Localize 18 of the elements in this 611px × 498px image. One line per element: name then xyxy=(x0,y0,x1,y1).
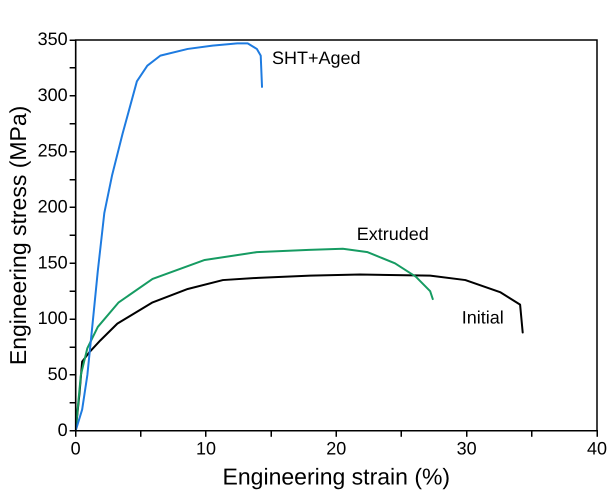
series-label: Extruded xyxy=(356,224,429,244)
y-tick-label: 100 xyxy=(38,308,68,328)
x-tick-label: 10 xyxy=(196,438,216,459)
series-label: Initial xyxy=(462,308,504,328)
y-tick-label: 350 xyxy=(38,28,68,49)
x-tick-label: 40 xyxy=(586,438,608,459)
series-label: SHT+Aged xyxy=(272,48,361,68)
x-tick-label: 20 xyxy=(326,438,346,459)
y-tick-label: 50 xyxy=(48,364,68,384)
y-tick-label: 200 xyxy=(38,196,68,216)
y-tick-label: 0 xyxy=(58,420,68,440)
x-tick-label: 0 xyxy=(70,438,81,459)
y-tick-label: 300 xyxy=(38,84,68,105)
x-tick-label: 30 xyxy=(456,438,477,459)
y-tick-label: 150 xyxy=(38,252,68,272)
y-axis-title: Engineering stress (MPa) xyxy=(5,106,32,366)
y-tick-label: 250 xyxy=(38,140,68,161)
x-axis-title: Engineering strain (%) xyxy=(222,464,450,490)
